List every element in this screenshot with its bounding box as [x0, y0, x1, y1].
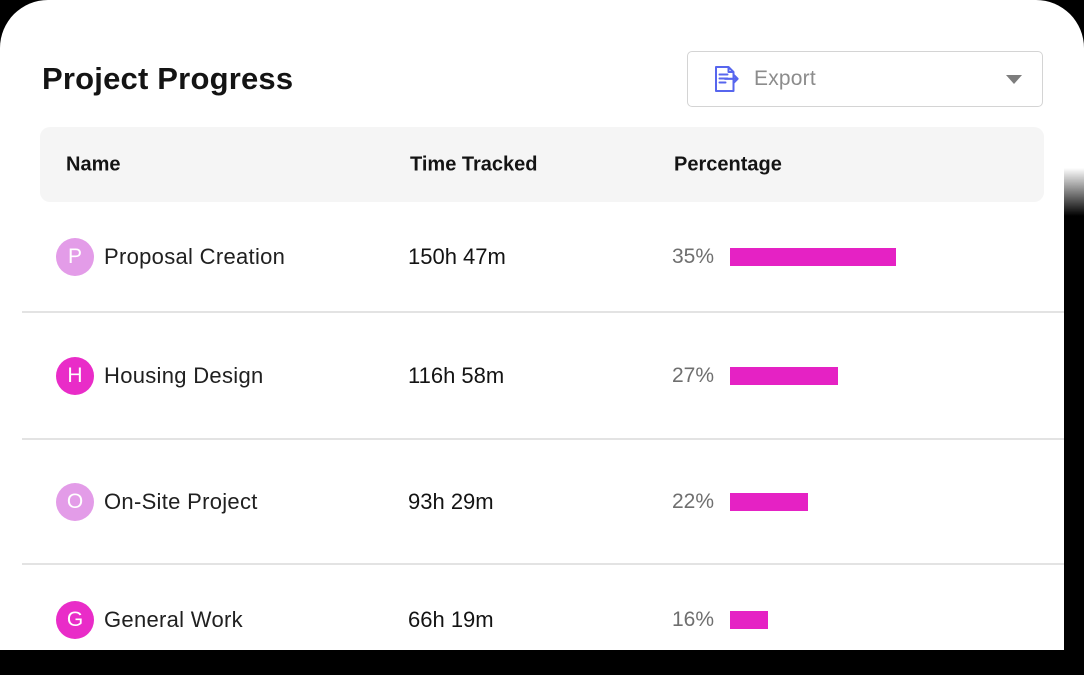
project-name: General Work	[104, 607, 243, 632]
percentage-value: 27%	[672, 364, 715, 387]
percentage-bar	[730, 493, 808, 511]
card-topbar: Project Progress Export	[42, 50, 1043, 108]
row-divider	[22, 311, 1064, 313]
project-name: On-Site Project	[104, 489, 258, 514]
export-document-icon	[711, 64, 739, 94]
percentage-bar	[730, 248, 896, 266]
row-divider	[22, 563, 1064, 565]
column-header-time-tracked: Time Tracked	[410, 153, 538, 175]
column-header-percentage: Percentage	[674, 153, 782, 175]
table-row-proposal-creation[interactable]: P Proposal Creation 150h 47m 35%	[0, 202, 1064, 312]
percentage-value: 35%	[672, 245, 715, 268]
page-title: Project Progress	[42, 61, 294, 96]
percentage-bar	[730, 367, 838, 385]
avatar: P	[56, 238, 94, 276]
project-progress-card: Project Progress Export Name Time Tracke…	[0, 0, 1084, 650]
avatar: G	[56, 601, 94, 639]
time-tracked-value: 93h 29m	[408, 489, 494, 514]
table-header: Name Time Tracked Percentage	[40, 127, 1044, 202]
percentage-value: 22%	[672, 490, 715, 513]
project-name: Housing Design	[104, 363, 264, 388]
avatar: H	[56, 357, 94, 395]
table-row-general-work[interactable]: G General Work 66h 19m 16%	[0, 565, 1064, 675]
percentage-value: 16%	[672, 608, 715, 631]
table-row-housing-design[interactable]: H Housing Design 116h 58m 27%	[0, 313, 1064, 439]
project-name: Proposal Creation	[104, 244, 286, 269]
chevron-down-icon	[1006, 74, 1022, 84]
time-tracked-value: 66h 19m	[408, 607, 494, 632]
percentage-bar	[730, 611, 768, 629]
background-cutout	[1064, 168, 1084, 650]
column-header-name: Name	[66, 153, 121, 175]
export-button[interactable]: Export	[687, 51, 1043, 107]
time-tracked-value: 116h 58m	[408, 363, 505, 388]
export-button-label: Export	[754, 67, 816, 90]
time-tracked-value: 150h 47m	[408, 244, 506, 269]
avatar: O	[56, 483, 94, 521]
row-divider	[22, 438, 1064, 440]
table-row-on-site-project[interactable]: O On-Site Project 93h 29m 22%	[0, 440, 1064, 564]
